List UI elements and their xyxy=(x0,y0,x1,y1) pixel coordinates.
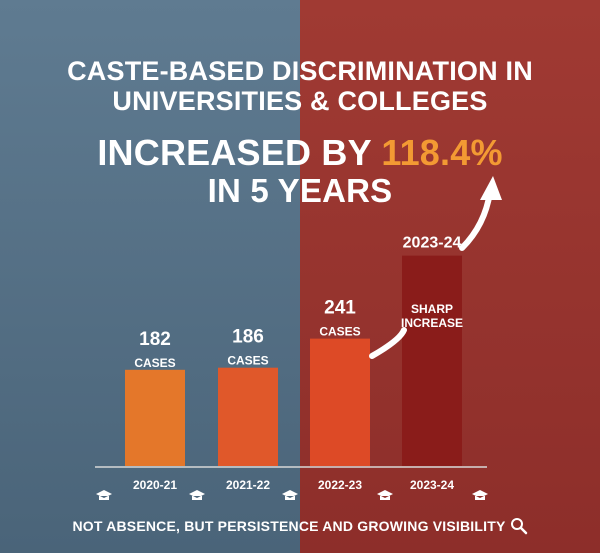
sharp-increase-label: SHARP xyxy=(411,302,453,316)
x-tick-label: 2023-24 xyxy=(410,478,454,492)
stat-line-1: INCREASED BY 118.4% xyxy=(0,133,600,173)
stat-percentage: 118.4% xyxy=(381,132,503,173)
graduation-cap-icon xyxy=(377,490,393,500)
unit-label: CASES xyxy=(319,325,360,339)
value-label: 241 xyxy=(324,298,356,319)
sharp-increase-label: INCREASE xyxy=(401,316,463,330)
stat-prefix: INCREASED BY xyxy=(97,132,382,173)
bar-2023-24 xyxy=(402,255,462,466)
graduation-cap-icon xyxy=(96,490,112,500)
title-line-2: UNIVERSITIES & COLLEGES xyxy=(112,86,488,116)
x-tick-label: 2020-21 xyxy=(133,478,177,492)
value-label: 182 xyxy=(139,329,171,350)
magnifier-icon xyxy=(510,518,527,535)
bar-2020-21 xyxy=(125,369,185,466)
unit-label: CASES xyxy=(134,356,175,370)
footer-text: NOT ABSENCE, BUT PERSISTENCE AND GROWING… xyxy=(72,518,506,534)
stat-line-2: IN 5 YEARS xyxy=(207,172,393,209)
footer: NOT ABSENCE, BUT PERSISTENCE AND GROWING… xyxy=(0,517,600,535)
graduation-cap-icon xyxy=(282,490,298,500)
graduation-cap-icon xyxy=(472,490,488,500)
x-tick-label: 2021-22 xyxy=(226,478,270,492)
value-label: 186 xyxy=(232,327,264,348)
trend-arrow-head xyxy=(480,176,502,200)
x-tick-label: 2022-23 xyxy=(318,478,362,492)
value-label: 2023-24 xyxy=(403,235,462,252)
graduation-cap-icon xyxy=(189,490,205,500)
bar-2021-22 xyxy=(218,367,278,466)
title-line-1: CASTE-BASED DISCRIMINATION IN xyxy=(67,56,533,86)
unit-label: CASES xyxy=(227,354,268,368)
bar-2022-23 xyxy=(310,338,370,466)
